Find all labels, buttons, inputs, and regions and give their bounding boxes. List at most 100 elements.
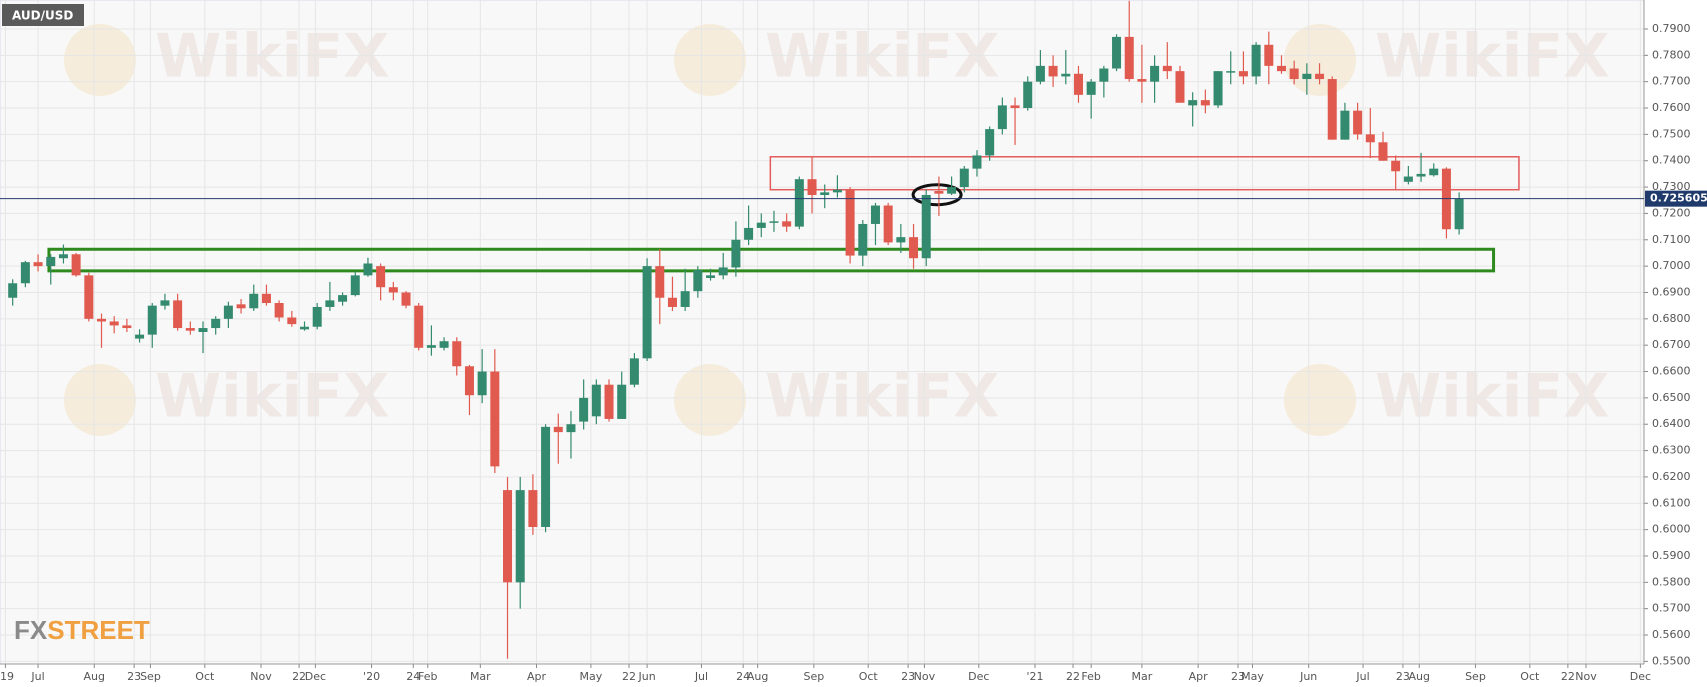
candle-body	[1213, 71, 1223, 106]
x-tick-label: Jul	[30, 670, 44, 683]
candle-body	[8, 283, 18, 298]
candle-body	[477, 371, 487, 396]
x-tick-label: Oct	[859, 670, 879, 683]
candle-body	[287, 317, 297, 325]
candle-body	[1454, 198, 1464, 230]
candle-body	[921, 194, 931, 259]
x-tick-label: Aug	[1408, 670, 1429, 683]
y-tick-label: 0.6200	[1652, 470, 1691, 483]
candle-body	[756, 222, 766, 228]
candle-body	[464, 366, 474, 396]
x-tick-label: Mar	[470, 670, 491, 683]
candle-body	[947, 187, 957, 194]
candle-body	[1112, 36, 1122, 69]
candle-body	[300, 326, 310, 330]
watermark: WikiFX	[1375, 362, 1609, 432]
y-tick-label: 0.6300	[1652, 444, 1691, 457]
candle-body	[820, 192, 830, 195]
candle-body	[223, 305, 233, 319]
candle-body	[1137, 79, 1147, 82]
last-price-box	[1645, 190, 1707, 207]
candle-body	[211, 318, 221, 329]
candle-body	[1073, 73, 1083, 95]
x-tick-label: Feb	[418, 670, 437, 683]
y-tick-label: 0.6700	[1652, 338, 1691, 351]
y-tick-label: 0.7400	[1652, 154, 1691, 167]
candle-body	[997, 105, 1007, 130]
chart-title: AUD/USD	[12, 9, 73, 23]
candle-body	[591, 384, 601, 417]
x-tick-label: Nov	[250, 670, 272, 683]
y-tick-label: 0.5900	[1652, 549, 1691, 562]
x-tick-label: Sep	[1465, 670, 1486, 683]
candle-body	[617, 384, 627, 419]
candle-body	[566, 424, 576, 433]
x-tick-label: Nov	[1575, 670, 1597, 683]
marker	[911, 183, 963, 207]
candle-body	[58, 254, 68, 259]
candle-body	[744, 227, 754, 240]
candle-body	[452, 341, 462, 367]
logo: FXSTREET	[14, 615, 150, 645]
candle-body	[1378, 142, 1388, 161]
candle-body	[160, 300, 170, 306]
candle-body	[325, 300, 335, 307]
y-tick-label: 0.7100	[1652, 233, 1691, 246]
x-tick-label: 23	[1396, 670, 1410, 683]
x-tick-label: 22	[292, 670, 306, 683]
candle-body	[1162, 65, 1172, 72]
candle-body	[1035, 65, 1045, 82]
candle-body	[1150, 65, 1160, 82]
candle-body	[122, 325, 132, 329]
candle-body	[1226, 71, 1236, 73]
x-tick-label: Sep	[140, 670, 161, 683]
candle-body	[883, 205, 893, 243]
candle-body	[249, 293, 259, 309]
candle-body	[1023, 81, 1033, 109]
candle-body	[718, 267, 728, 276]
watermark-logo	[64, 364, 136, 436]
candle-body	[985, 129, 995, 156]
x-tick-label: Dec	[305, 670, 326, 683]
y-tick-label: 0.7700	[1652, 75, 1691, 88]
x-tick-label: 24	[406, 670, 420, 683]
watermark: WikiFX	[1375, 22, 1609, 92]
logo-fx: FX	[14, 615, 48, 645]
x-tick-label: 22	[622, 670, 636, 683]
candle-body	[769, 221, 779, 223]
x-tick-label: Jul	[694, 670, 708, 683]
candle-body	[185, 328, 195, 331]
y-tick-label: 0.6500	[1652, 391, 1691, 404]
candle-body	[274, 303, 284, 318]
candle-body	[363, 263, 373, 276]
candle-body	[20, 262, 30, 284]
candle-body	[426, 345, 436, 348]
candle-body	[731, 239, 741, 268]
watermark-logo	[674, 24, 746, 96]
candle-body	[1010, 105, 1020, 109]
last-price-label: 0.725605	[1650, 192, 1707, 205]
candle-body	[680, 291, 690, 307]
candle-body	[1175, 71, 1185, 103]
candle-body	[1353, 110, 1363, 135]
x-tick-label: Jun	[1299, 670, 1317, 683]
candle-body	[807, 179, 817, 195]
candle-body	[579, 397, 589, 422]
x-tick-label: 22	[1066, 670, 1080, 683]
watermark-logo	[1284, 364, 1356, 436]
candle-body	[1302, 73, 1312, 80]
candle-body	[1188, 100, 1198, 106]
candle-body	[959, 168, 969, 188]
y-tick-label: 0.5700	[1652, 602, 1691, 615]
candle-body	[135, 334, 145, 339]
candle-body	[1061, 73, 1071, 77]
candle-body	[629, 358, 639, 385]
candle-body	[388, 287, 398, 293]
x-tick-label: 24	[736, 670, 750, 683]
candle-body	[541, 426, 551, 527]
y-tick-label: 0.7600	[1652, 101, 1691, 114]
candle-body	[414, 305, 424, 348]
candle-body	[909, 237, 919, 259]
symbol-box	[2, 4, 84, 26]
